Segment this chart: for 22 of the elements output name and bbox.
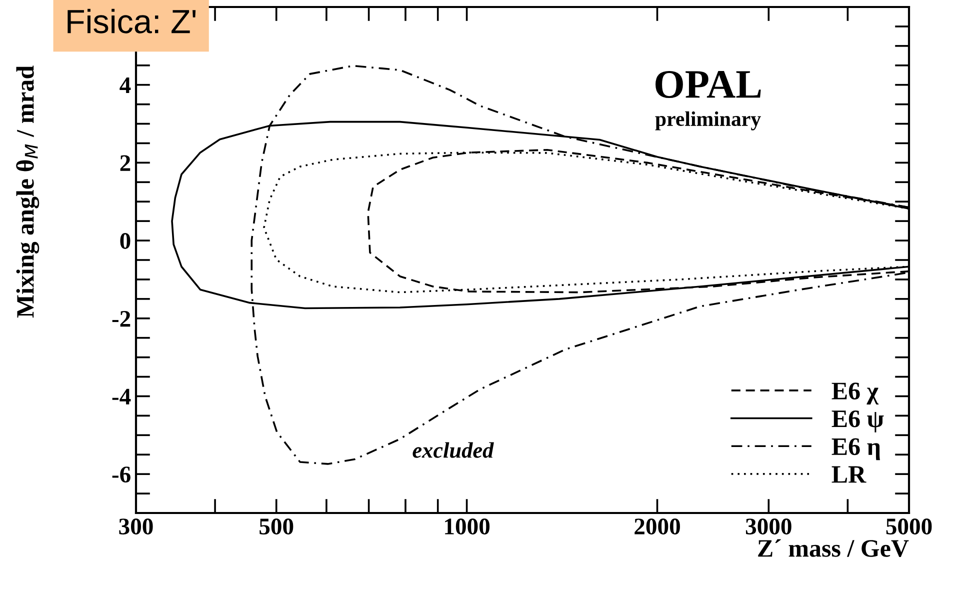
chart-title: Fisica: Z' [68, 8, 196, 34]
y-tick-label: 2 [120, 155, 130, 171]
y-tick-label: 4 [120, 77, 131, 94]
legend-label: E6 χ [832, 382, 879, 405]
legend-label: LR [832, 466, 866, 483]
x-tick-label: 500 [260, 518, 294, 534]
x-tick-label: 300 [119, 518, 153, 534]
annotation: OPAL [656, 70, 761, 98]
x-tick-label: 5000 [886, 518, 932, 534]
legend-label: E6 η [832, 438, 880, 460]
x-tick-label: 3000 [746, 518, 792, 534]
y-tick-label: -2 [112, 310, 130, 327]
legend-label: E6 ψ [832, 410, 884, 432]
y-axis-title: Mixing angle θ$_{M}$ / mrad [16, 66, 40, 318]
x-tick-label: 2000 [634, 518, 680, 534]
y-tick-label: 0 [120, 233, 130, 249]
annotation: preliminary [655, 111, 761, 130]
x-axis-title: Z´ mass / GeV [758, 539, 909, 557]
x-tick-label: 1000 [445, 518, 490, 534]
y-tick-label: -6 [112, 466, 130, 482]
annotation: excluded [412, 442, 494, 458]
y-tick-label: -4 [112, 388, 131, 404]
